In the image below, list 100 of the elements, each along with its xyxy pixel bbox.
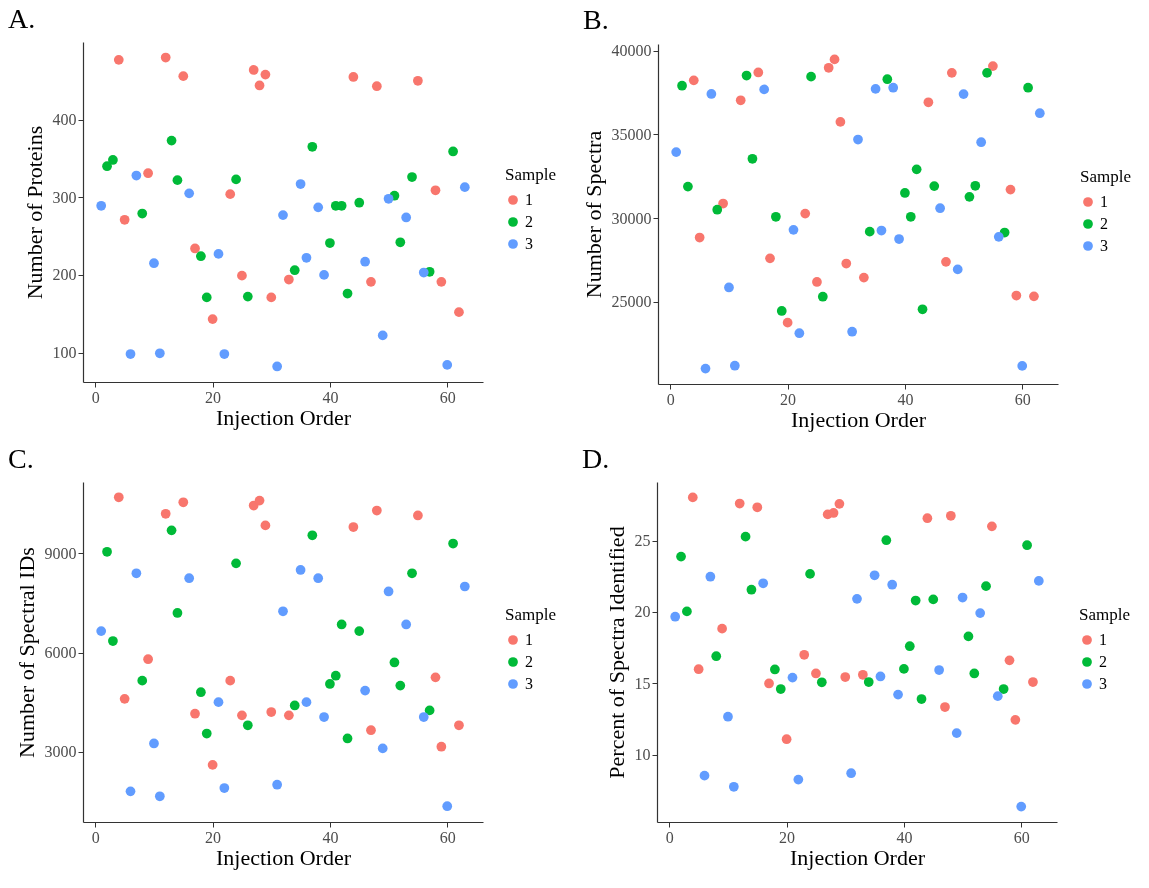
point	[858, 272, 869, 283]
point	[876, 225, 887, 236]
point	[676, 551, 686, 562]
y-tick-label: 200	[52, 266, 77, 284]
point	[993, 232, 1004, 242]
point	[683, 181, 693, 192]
x-tick-label: 60	[439, 828, 456, 846]
point	[941, 256, 951, 267]
point	[395, 680, 406, 691]
point	[723, 711, 733, 722]
point	[711, 651, 722, 662]
point	[900, 188, 910, 198]
point	[794, 328, 805, 339]
point	[295, 179, 306, 189]
point	[413, 75, 423, 86]
point	[706, 89, 717, 99]
point	[916, 694, 927, 704]
point	[213, 697, 224, 707]
x-tick-label: 60	[1013, 828, 1030, 846]
point	[442, 801, 453, 812]
point	[442, 360, 453, 370]
point	[847, 326, 858, 337]
point	[354, 626, 365, 636]
point	[231, 174, 241, 185]
point	[694, 232, 705, 243]
point	[430, 185, 441, 196]
point	[242, 720, 253, 731]
point	[746, 584, 757, 595]
legend-label: 2	[1099, 653, 1107, 670]
point	[969, 668, 980, 679]
point	[436, 741, 447, 752]
point	[371, 505, 382, 516]
point	[307, 530, 318, 541]
point	[752, 502, 763, 513]
point	[870, 84, 881, 94]
point	[436, 277, 447, 287]
point	[119, 693, 130, 704]
point	[828, 508, 839, 518]
point	[160, 52, 171, 63]
point	[712, 204, 723, 215]
point	[237, 270, 247, 281]
point	[670, 611, 681, 622]
x-tick-label: 60	[439, 388, 456, 406]
x-tick-label: 40	[322, 828, 339, 846]
point	[759, 84, 770, 95]
point	[102, 161, 112, 172]
point	[864, 226, 875, 237]
chart-title: D.	[582, 443, 610, 474]
x-tick-label: 20	[205, 828, 222, 846]
point	[1010, 714, 1021, 725]
point	[958, 89, 969, 99]
point	[682, 606, 692, 617]
point	[154, 791, 165, 802]
point	[383, 193, 394, 204]
x-tick-label: 20	[780, 390, 797, 408]
x-tick-label: 0	[91, 388, 100, 406]
point	[401, 212, 412, 223]
point	[196, 251, 206, 262]
point	[806, 71, 816, 82]
point	[219, 349, 230, 359]
point	[166, 525, 177, 536]
point	[829, 54, 840, 65]
legend-label: 1	[525, 631, 533, 648]
point	[963, 631, 974, 642]
point	[260, 520, 271, 531]
point	[172, 608, 183, 618]
point	[834, 498, 845, 509]
legend-label: 2	[525, 213, 533, 230]
point	[266, 292, 277, 303]
point	[734, 498, 745, 509]
point	[289, 700, 300, 711]
point	[371, 81, 382, 92]
y-tick-label: 35000	[611, 125, 652, 143]
point	[875, 671, 886, 682]
point	[354, 197, 365, 208]
point	[740, 531, 751, 542]
point	[143, 168, 153, 179]
point	[693, 664, 704, 675]
point	[800, 208, 811, 219]
point	[389, 657, 400, 668]
point	[272, 779, 283, 790]
point	[964, 191, 975, 202]
point	[951, 728, 962, 738]
legend-label: 1	[525, 191, 533, 208]
y-tick-label: 20	[634, 603, 651, 621]
point	[899, 664, 909, 674]
point	[102, 546, 112, 557]
point	[787, 672, 798, 683]
point	[753, 67, 764, 78]
point	[945, 510, 956, 521]
legend-title: Sample	[505, 605, 556, 624]
point	[724, 282, 734, 293]
point	[911, 164, 922, 175]
point	[729, 360, 740, 371]
point	[377, 330, 388, 341]
point	[407, 568, 417, 579]
point	[934, 665, 944, 675]
point	[131, 170, 142, 181]
point	[677, 80, 687, 91]
point	[1034, 108, 1045, 119]
